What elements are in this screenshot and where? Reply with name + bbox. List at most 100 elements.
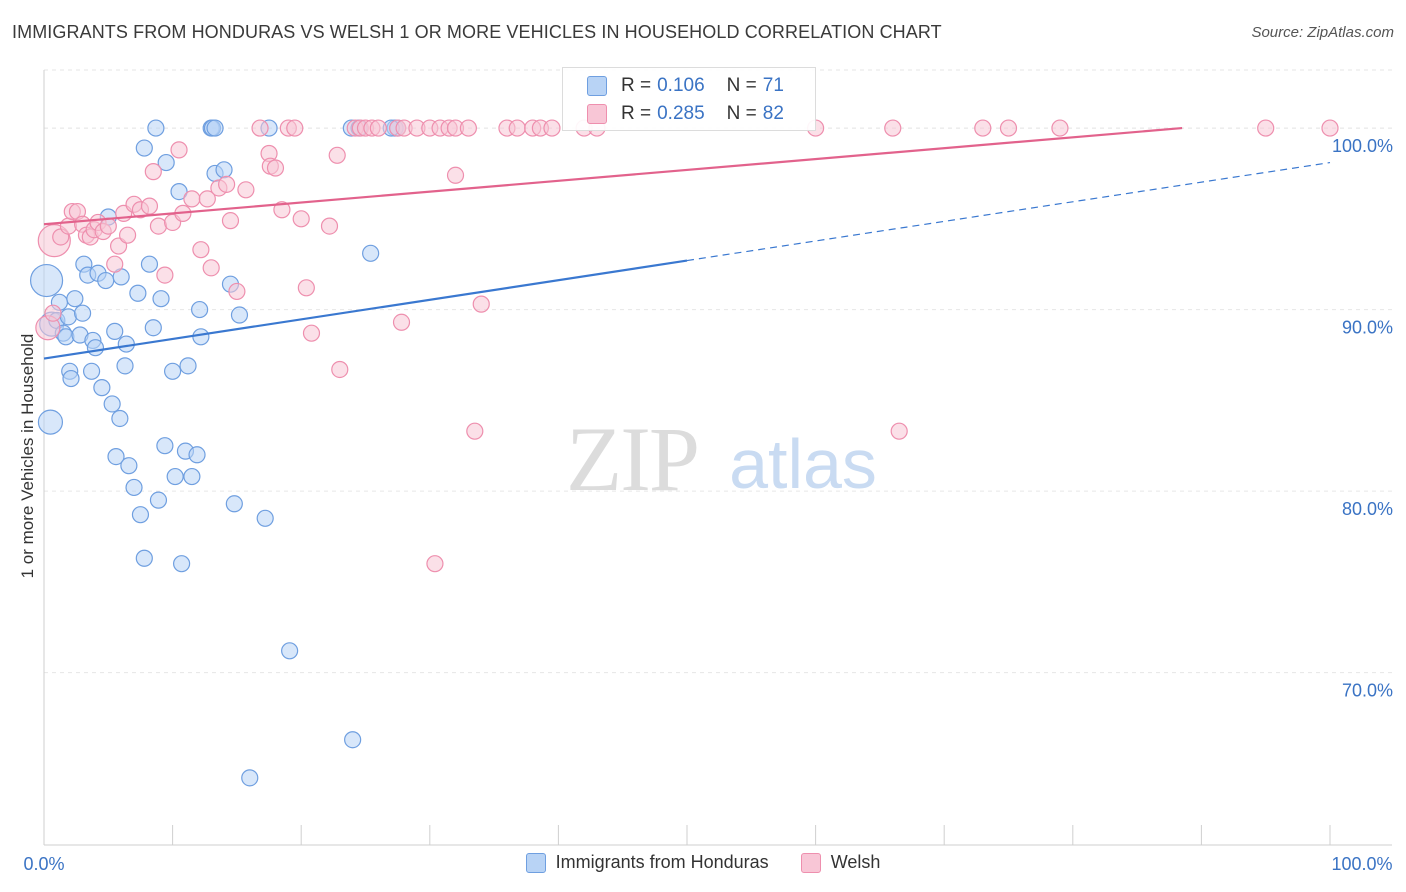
point-honduras (256, 509, 274, 527)
point-welsh (1257, 119, 1275, 137)
point-honduras (129, 284, 147, 302)
legend-n-value-welsh: 82 (762, 103, 784, 124)
point-honduras (37, 409, 64, 435)
point-honduras (206, 119, 224, 137)
legend-swatch-welsh (587, 104, 607, 124)
point-honduras (135, 139, 153, 157)
point-honduras (144, 319, 162, 337)
point-welsh (286, 119, 304, 137)
point-welsh (446, 166, 465, 184)
point-honduras (183, 467, 201, 486)
y-axis-label: 1 or more Vehicles in Household (18, 333, 37, 579)
point-honduras (135, 549, 153, 567)
point-welsh (369, 119, 387, 137)
point-welsh (198, 190, 216, 208)
legend-stats: R = 0.106 N = 71 R = 0.285 N = 82 (562, 67, 816, 131)
source-label: Source: ZipAtlas.com (1251, 24, 1394, 41)
point-honduras (97, 271, 115, 290)
y-tick-label: 100.0% (1332, 136, 1393, 156)
point-welsh (508, 119, 526, 137)
point-welsh (106, 255, 124, 273)
trend-line-honduras (43, 259, 688, 360)
legend-swatch-honduras (525, 852, 546, 873)
point-honduras (62, 369, 80, 388)
point-honduras (73, 304, 92, 322)
tick-labels: 70.0% 80.0% 90.0% 100.0% 0.0% 100.0% (23, 136, 1393, 874)
point-honduras (116, 357, 134, 375)
point-welsh (328, 146, 346, 164)
point-honduras (191, 300, 209, 319)
legend-row-welsh: R = 0.285 N = 82 (587, 101, 784, 127)
point-welsh (149, 217, 168, 235)
point-welsh (59, 217, 78, 235)
point-welsh (218, 175, 236, 193)
point-honduras (188, 446, 206, 464)
point-welsh (251, 119, 269, 137)
point-welsh (156, 266, 174, 284)
point-honduras (111, 409, 129, 428)
legend-series: Immigrants from Honduras Welsh (0, 852, 1406, 873)
legend-swatch-honduras (587, 76, 607, 96)
point-honduras (149, 491, 168, 509)
point-honduras (152, 290, 170, 308)
point-welsh (302, 324, 321, 342)
legend-r-value-welsh: 0.285 (657, 103, 705, 124)
y-tick-label: 70.0% (1342, 681, 1393, 701)
point-honduras (86, 339, 105, 357)
point-welsh (543, 119, 561, 137)
point-honduras (362, 244, 380, 262)
y-tick-label: 80.0% (1342, 499, 1393, 519)
watermark: ZIP atlas (566, 408, 877, 510)
legend-n-value-honduras: 71 (762, 75, 784, 96)
trend-line-honduras-extension (686, 161, 1331, 262)
point-honduras (215, 161, 233, 179)
point-welsh (472, 295, 490, 313)
point-honduras (103, 395, 121, 413)
point-welsh (192, 241, 210, 259)
point-honduras (281, 642, 299, 660)
point-honduras (164, 362, 182, 380)
point-welsh (221, 212, 240, 230)
point-welsh (99, 217, 117, 235)
grid-lines (44, 69, 1392, 674)
legend-n-label: N = (726, 103, 757, 124)
point-honduras (170, 183, 188, 201)
point-honduras (93, 379, 111, 397)
point-welsh (1321, 119, 1339, 137)
point-welsh (331, 360, 349, 379)
point-welsh (202, 259, 220, 277)
axes (43, 70, 1392, 846)
point-welsh (320, 217, 339, 235)
point-honduras (82, 362, 101, 380)
point-honduras (117, 335, 135, 353)
point-honduras (147, 119, 165, 137)
watermark-atlas: atlas (729, 425, 877, 503)
legend-item-welsh[interactable]: Welsh (800, 852, 880, 873)
legend-r-label: R = (621, 103, 652, 124)
legend-n-label: N = (726, 75, 757, 96)
point-welsh (144, 163, 162, 181)
point-honduras (29, 263, 64, 298)
point-honduras (125, 478, 143, 497)
legend-swatch-welsh (800, 852, 821, 873)
point-welsh (999, 119, 1018, 137)
x-tick-label: 0.0% (23, 854, 64, 874)
point-welsh (392, 313, 411, 331)
point-welsh (237, 181, 255, 199)
point-honduras (230, 306, 249, 324)
y-tick-label: 90.0% (1342, 318, 1393, 338)
legend-label-honduras: Immigrants from Honduras (555, 852, 769, 872)
point-honduras (107, 447, 125, 466)
point-honduras (225, 495, 243, 513)
point-welsh (459, 119, 477, 137)
legend-r-label: R = (621, 75, 652, 96)
point-welsh (890, 422, 908, 440)
point-honduras (344, 731, 362, 749)
point-welsh (273, 201, 291, 219)
point-honduras (179, 357, 197, 375)
point-welsh (1051, 119, 1069, 137)
point-welsh (170, 141, 188, 159)
point-honduras (66, 290, 84, 308)
legend-item-honduras[interactable]: Immigrants from Honduras (525, 852, 769, 873)
